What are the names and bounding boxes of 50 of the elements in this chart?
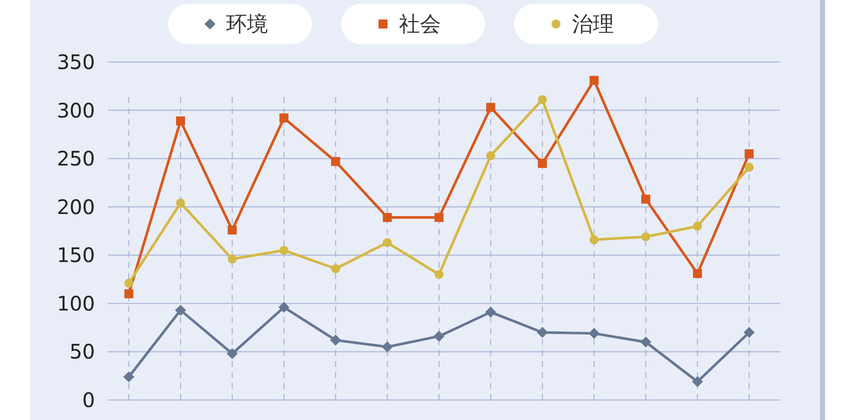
- point: [226, 348, 238, 360]
- point: [744, 326, 755, 338]
- point: [640, 336, 652, 348]
- point: [434, 212, 444, 222]
- point: [590, 235, 599, 244]
- legend-label: 环境: [226, 12, 268, 36]
- point: [382, 238, 392, 248]
- point: [692, 222, 702, 231]
- point: [536, 326, 548, 338]
- point: [278, 302, 290, 313]
- point: [331, 264, 340, 274]
- point: [330, 334, 342, 346]
- point: [175, 304, 186, 316]
- point: [123, 371, 134, 382]
- point: [538, 158, 547, 168]
- y-tick-label: 200: [56, 194, 95, 219]
- point: [279, 114, 288, 123]
- point: [434, 330, 444, 342]
- point: [382, 212, 392, 222]
- point: [538, 95, 547, 104]
- y-tick-label: 250: [56, 146, 95, 171]
- point: [434, 270, 444, 279]
- point: [228, 254, 237, 264]
- point: [641, 194, 650, 204]
- point: [485, 306, 496, 318]
- y-tick-label: 100: [56, 291, 95, 316]
- point: [279, 246, 288, 255]
- point: [382, 341, 393, 352]
- point: [331, 156, 340, 166]
- point: [744, 149, 754, 158]
- point: [744, 162, 754, 172]
- point: [692, 268, 702, 278]
- point: [228, 226, 237, 235]
- y-tick-label: 350: [56, 50, 95, 74]
- y-tick-label: 50: [70, 340, 95, 364]
- point: [176, 198, 186, 208]
- legend-label: 社会: [399, 12, 441, 36]
- point: [641, 232, 650, 242]
- point: [590, 76, 599, 85]
- point: [486, 151, 496, 160]
- point: [124, 289, 134, 298]
- point: [588, 328, 600, 339]
- y-tick-label: 300: [56, 98, 95, 122]
- point: [692, 376, 703, 388]
- point: [176, 116, 186, 126]
- point: [124, 278, 134, 288]
- legend-label: 治理: [572, 12, 614, 36]
- y-tick-label: 0: [82, 388, 95, 412]
- point: [486, 102, 496, 112]
- y-tick-label: 150: [56, 243, 95, 268]
